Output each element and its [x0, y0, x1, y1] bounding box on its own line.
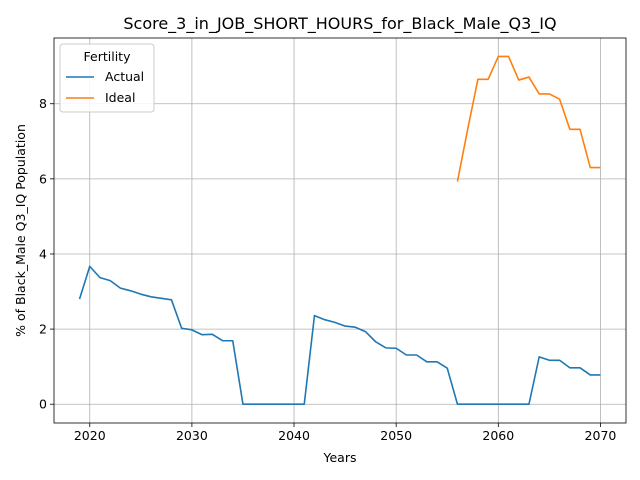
y-tick-label: 4: [39, 246, 47, 261]
x-tick-label: 2070: [585, 428, 617, 443]
y-tick-label: 0: [39, 397, 47, 412]
x-tick-label: 2060: [482, 428, 514, 443]
y-tick-label: 2: [39, 322, 47, 337]
legend-title: Fertility: [84, 49, 132, 64]
grid: [54, 38, 626, 423]
series-line-ideal: [456, 55, 601, 182]
x-tick-label: 2020: [74, 428, 106, 443]
legend: Fertility Actual Ideal: [59, 43, 155, 113]
legend-box: [59, 43, 155, 113]
y-axis-ticks: 0 2 4 6 8: [39, 96, 54, 412]
legend-label-actual: Actual: [105, 69, 144, 84]
legend-label-ideal: Ideal: [105, 90, 135, 105]
x-axis-ticks: 2020 2030 2040 2050 2060 2070: [74, 423, 617, 443]
y-tick-label: 6: [39, 171, 47, 186]
y-axis-label: % of Black_Male Q3_IQ Population: [13, 124, 28, 337]
x-tick-label: 2040: [278, 428, 310, 443]
series-line-actual: [78, 265, 601, 406]
chart-title: Score_3_in_JOB_SHORT_HOURS_for_Black_Mal…: [123, 14, 556, 34]
x-tick-label: 2050: [380, 428, 412, 443]
series-lines: [78, 55, 601, 406]
y-tick-label: 8: [39, 96, 47, 111]
x-tick-label: 2030: [176, 428, 208, 443]
x-axis-label: Years: [323, 450, 357, 465]
plot-frame: [53, 37, 627, 424]
